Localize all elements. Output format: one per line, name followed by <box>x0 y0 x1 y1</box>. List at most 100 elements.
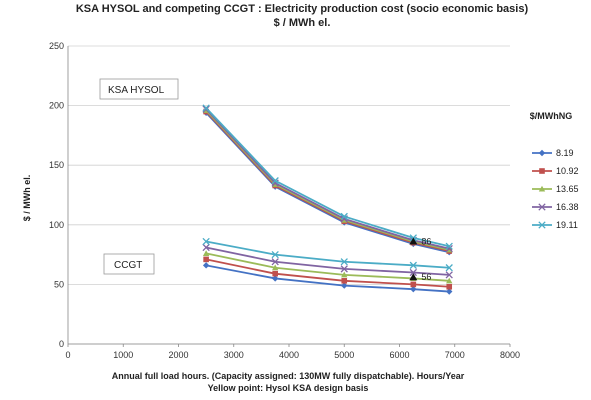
series-line <box>205 109 450 251</box>
legend-item-8-19: 8.19 <box>532 148 574 158</box>
legend-marker <box>539 168 545 174</box>
legend-marker <box>538 185 546 192</box>
series-hysol-19-11 <box>202 104 453 250</box>
y-tick-label: 0 <box>59 339 64 349</box>
series-hysol-10-92 <box>203 108 453 254</box>
legend: 8.19 10.92 13.65 16.38 19.11 <box>532 148 579 230</box>
data-point <box>271 264 279 271</box>
legend-label: 16.38 <box>556 202 579 212</box>
marker-stroke <box>271 250 279 259</box>
marker-stroke <box>445 264 453 272</box>
legend-label: 19.11 <box>556 220 578 230</box>
ccgt-label-box <box>103 253 155 275</box>
hysol-label-box <box>99 78 179 100</box>
y-tick-label: 100 <box>49 220 64 230</box>
legend-marker <box>538 221 546 229</box>
series-hysol-13-65 <box>202 107 453 253</box>
y-axis-label: $ / MWh el. <box>22 175 32 222</box>
series-hysol-8-19 <box>202 109 453 256</box>
x-axis-label: Annual full load hours. (Capacity assign… <box>112 371 465 381</box>
x-tick-label: 2000 <box>168 350 188 360</box>
data-point <box>445 242 453 250</box>
legend-item-10-92: 10.92 <box>532 166 579 176</box>
data-point <box>340 212 348 221</box>
series-ccgt-10-92 <box>203 256 453 290</box>
series-line <box>205 112 450 254</box>
legend-item-19-11: 19.11 <box>532 220 578 230</box>
data-point <box>409 261 417 269</box>
annotations: 86 56 <box>409 236 431 282</box>
series-ccgt-19-11 <box>202 237 453 272</box>
x-tick-label: 0 <box>65 350 70 360</box>
x-tick-label: 6000 <box>389 350 409 360</box>
legend-label: 13.65 <box>556 184 579 194</box>
data-point <box>271 275 279 282</box>
series-hysol-16-38 <box>202 105 453 253</box>
marker-stroke <box>445 271 453 279</box>
series-line <box>205 108 450 250</box>
marker-stroke <box>340 212 348 221</box>
x-tick-label: 7000 <box>445 350 465 360</box>
data-point <box>203 256 209 263</box>
data-point <box>446 277 453 284</box>
data-point <box>272 270 278 277</box>
hysol-group-label: KSA HYSOL <box>108 85 165 96</box>
marker-stroke <box>340 258 348 266</box>
chart-title: KSA HYSOL and competing CCGT : Electrici… <box>76 3 529 15</box>
data-point <box>340 258 348 266</box>
marker-stroke <box>538 221 546 229</box>
data-point <box>341 271 348 278</box>
marker-stroke <box>445 242 453 250</box>
data-point <box>271 177 279 185</box>
data-point <box>202 104 210 112</box>
x-tick-label: 4000 <box>279 350 299 360</box>
marker-stroke <box>538 203 546 211</box>
y-tick-label: 150 <box>49 160 64 170</box>
data-point <box>340 265 348 273</box>
design-point-marker <box>409 273 418 281</box>
data-point <box>446 283 453 290</box>
data-point <box>202 243 210 252</box>
annotation-label: 56 <box>421 272 431 282</box>
marker-stroke <box>202 104 210 112</box>
series-layer <box>202 104 453 295</box>
marker-stroke <box>202 243 210 252</box>
y-tick-label: 200 <box>49 101 64 111</box>
data-point <box>202 237 210 246</box>
chart-subtitle: $ / MWh el. <box>274 17 331 29</box>
series-ccgt-16-38 <box>202 243 453 279</box>
marker-stroke <box>271 177 279 185</box>
x-axis-note: Yellow point: Hysol KSA design basis <box>208 383 369 393</box>
design-point-marker <box>409 237 418 245</box>
legend-marker <box>538 149 546 157</box>
data-point <box>202 250 210 256</box>
series-line <box>205 107 450 248</box>
x-tick-label: 5000 <box>334 350 354 360</box>
marker-stroke <box>271 258 279 266</box>
series-ccgt-13-65 <box>202 250 453 284</box>
marker-stroke <box>445 244 453 253</box>
marker-stroke <box>409 261 417 269</box>
ccgt-group-label: CCGT <box>114 260 142 271</box>
data-point <box>409 268 417 277</box>
x-tick-label: 1000 <box>113 350 133 360</box>
x-tick-label: 8000 <box>500 350 520 360</box>
y-tick-labels: 0 50 100 150 200 250 <box>49 41 64 349</box>
data-point <box>202 262 210 269</box>
legend-marker <box>538 203 546 211</box>
y-tick-label: 50 <box>54 279 64 289</box>
data-point <box>271 250 279 259</box>
legend-label: 10.92 <box>556 166 579 176</box>
data-point <box>410 281 417 288</box>
data-point <box>341 282 348 289</box>
annotation-label: 86 <box>421 236 431 246</box>
x-tick-label: 3000 <box>224 350 244 360</box>
data-point <box>410 285 417 293</box>
x-tick-labels: 0 1000 2000 3000 4000 5000 6000 7000 8000 <box>65 350 520 360</box>
marker-stroke <box>202 237 210 246</box>
data-point <box>446 288 453 295</box>
data-point <box>271 258 279 266</box>
marker-stroke <box>409 268 417 277</box>
series-line <box>205 110 450 252</box>
y-tick-label: 250 <box>49 41 64 51</box>
